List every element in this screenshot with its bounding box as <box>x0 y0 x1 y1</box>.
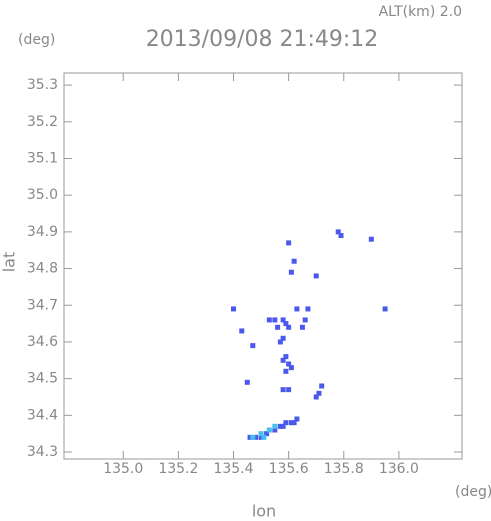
echo-point <box>275 324 281 330</box>
x-tick-label: 135.6 <box>269 461 309 477</box>
echo-point <box>294 416 300 422</box>
echo-point <box>261 434 267 440</box>
y-tick-label: 34.5 <box>27 371 58 387</box>
x-tick-label: 135.0 <box>103 461 143 477</box>
echo-point <box>244 379 250 385</box>
y-tick-label: 35.0 <box>27 187 58 203</box>
echo-point <box>280 423 286 429</box>
echo-point <box>313 273 319 279</box>
y-tick-label: 35.2 <box>27 114 58 130</box>
echo-point <box>231 306 237 312</box>
echo-point <box>280 387 286 393</box>
echo-point <box>258 431 264 437</box>
y-tick-label: 34.9 <box>27 224 58 240</box>
x-axis-label: lon <box>252 502 276 521</box>
echo-point <box>288 269 294 275</box>
echo-point <box>283 354 289 360</box>
echo-point <box>288 365 294 371</box>
echo-point <box>319 383 325 389</box>
echo-point <box>239 328 245 334</box>
echo-point <box>338 233 344 239</box>
echo-point <box>286 324 292 330</box>
echo-point <box>280 335 286 341</box>
echo-point <box>277 339 283 345</box>
echo-point <box>335 229 341 235</box>
x-tick-label: 135.8 <box>324 461 364 477</box>
echo-point <box>305 306 311 312</box>
echo-point <box>291 258 297 264</box>
echo-point <box>250 343 256 349</box>
echo-point <box>283 321 289 327</box>
echo-point <box>264 431 270 437</box>
echo-point <box>294 306 300 312</box>
echo-point <box>277 423 283 429</box>
x-unit: (deg) <box>455 484 491 500</box>
echo-point <box>250 434 256 440</box>
echo-point <box>272 423 278 429</box>
y-tick-label: 34.7 <box>27 297 58 313</box>
y-tick-label: 34.3 <box>27 444 58 460</box>
echo-point <box>272 317 278 323</box>
y-axis-label: lat <box>0 252 19 273</box>
echo-point <box>286 240 292 246</box>
echo-point <box>299 324 305 330</box>
y-unit: (deg) <box>18 32 55 48</box>
y-tick-label: 34.6 <box>27 334 58 350</box>
echo-point <box>283 368 289 374</box>
echo-point <box>291 420 297 426</box>
echo-point <box>272 427 278 433</box>
echo-point <box>288 420 294 426</box>
y-tick-label: 35.3 <box>27 77 58 93</box>
echo-point <box>286 387 292 393</box>
x-tick-label: 135.2 <box>158 461 198 477</box>
chart-title: 2013/09/08 21:49:12 <box>146 27 379 52</box>
echo-point <box>258 434 264 440</box>
echo-point <box>247 434 253 440</box>
echo-point <box>302 317 308 323</box>
altitude-label: ALT(km) 2.0 <box>379 4 462 20</box>
echo-point <box>266 427 272 433</box>
echo-point <box>283 420 289 426</box>
y-tick-label: 34.8 <box>27 261 58 277</box>
echo-point <box>313 394 319 400</box>
echo-point <box>253 434 259 440</box>
echo-point <box>266 317 272 323</box>
echo-point <box>280 357 286 363</box>
plot-frame <box>63 72 463 460</box>
y-tick-label: 35.1 <box>27 150 58 166</box>
x-tick-label: 135.4 <box>213 461 253 477</box>
echo-point <box>382 306 388 312</box>
echo-point <box>286 361 292 367</box>
y-tick-label: 34.4 <box>27 407 58 423</box>
echo-point <box>280 317 286 323</box>
x-tick-label: 136.0 <box>379 461 419 477</box>
echo-point <box>368 236 374 242</box>
echo-point <box>316 390 322 396</box>
